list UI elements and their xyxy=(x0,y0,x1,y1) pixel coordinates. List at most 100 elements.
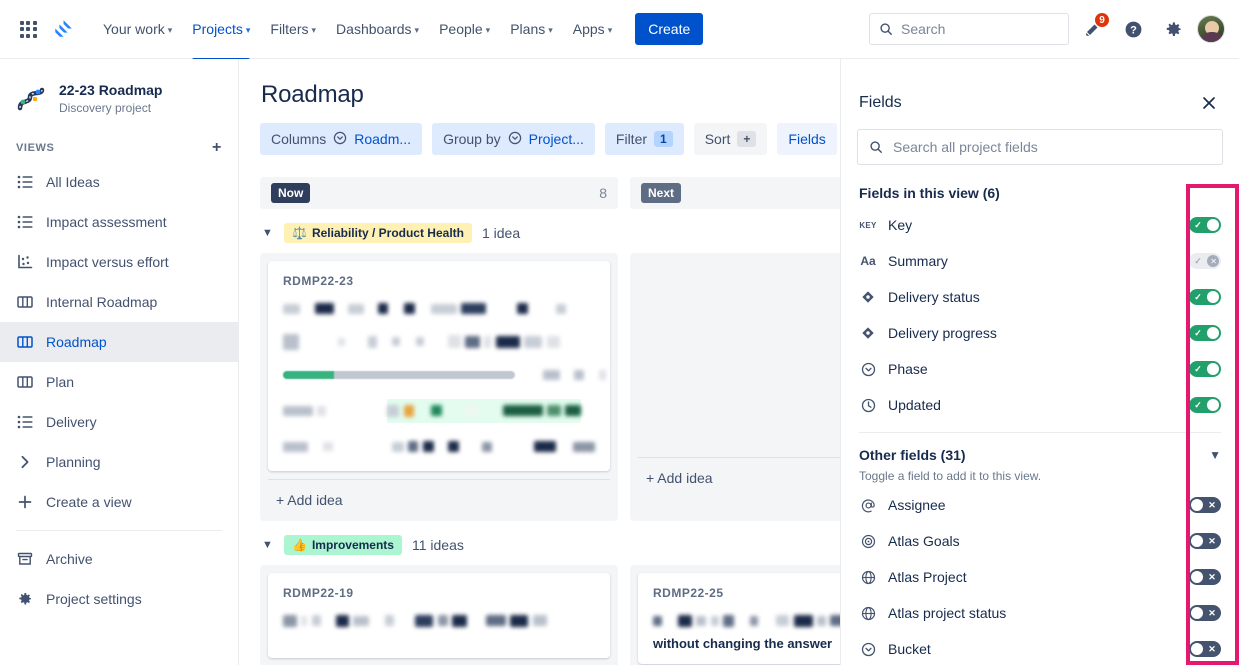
nav-item-projects[interactable]: Projects ▾ xyxy=(183,14,259,61)
fields-panel-title: Fields xyxy=(859,94,902,111)
field-row-atlas-goals[interactable]: Atlas Goals ✕ xyxy=(857,523,1223,559)
idea-card[interactable]: RDMP22-25 xyxy=(638,573,840,664)
column-header-now[interactable]: Now 8 xyxy=(260,177,618,209)
column-header-next[interactable]: Next xyxy=(630,177,840,209)
group-tag[interactable]: ⚖️ Reliability / Product Health xyxy=(284,223,472,243)
notifications-button[interactable]: 9 xyxy=(1077,12,1110,45)
field-toggle-bucket[interactable]: ✕ xyxy=(1189,641,1221,657)
clock-icon xyxy=(859,398,877,413)
add-idea-button[interactable]: + Add idea xyxy=(638,457,840,491)
field-row-bucket[interactable]: Bucket ✕ xyxy=(857,631,1223,665)
sidebar-item-internal-roadmap[interactable]: Internal Roadmap xyxy=(0,282,238,322)
sidebar-item-impact-versus-effort[interactable]: Impact versus effort xyxy=(0,242,238,282)
create-button[interactable]: Create xyxy=(635,13,704,45)
filter-button[interactable]: Filter 1 xyxy=(604,123,684,155)
nav-item-your-work[interactable]: Your work ▾ xyxy=(94,14,181,44)
settings-button[interactable] xyxy=(1157,13,1189,45)
sidebar-item-label: Roadmap xyxy=(46,334,107,351)
jira-logo[interactable] xyxy=(50,15,78,43)
sidebar-item-plan[interactable]: Plan xyxy=(0,362,238,402)
sidebar-item-impact-assessment[interactable]: Impact assessment xyxy=(0,202,238,242)
diamond-icon xyxy=(859,290,877,304)
app-switcher-button[interactable] xyxy=(14,15,42,43)
group-by-button[interactable]: Group by Project... xyxy=(432,123,595,155)
idea-card-summary-line2: without changing the answer xyxy=(653,636,833,651)
nav-item-label: Plans xyxy=(510,21,546,37)
gear-icon xyxy=(1166,21,1181,36)
nav-item-people[interactable]: People ▾ xyxy=(430,14,499,44)
search-icon xyxy=(880,23,892,35)
field-row-key[interactable]: KEY Key ✓ xyxy=(857,207,1223,243)
columns-label: Columns xyxy=(271,131,327,147)
field-toggle-phase[interactable]: ✓ xyxy=(1189,361,1221,377)
sidebar-item-label: Delivery xyxy=(46,414,97,431)
key-icon: KEY xyxy=(859,220,877,230)
idea-card[interactable]: RDMP22-19 xyxy=(268,573,610,658)
field-toggle-delivery-progress[interactable]: ✓ xyxy=(1189,325,1221,341)
columns-config-button[interactable]: Columns Roadm... xyxy=(260,123,423,155)
fields-search-input[interactable]: Search all project fields xyxy=(857,129,1223,165)
nav-item-label: Filters xyxy=(270,21,309,37)
idea-card[interactable]: RDMP22-23 xyxy=(268,261,610,471)
project-header[interactable]: 22-23 Roadmap Discovery project xyxy=(0,59,238,130)
fields-button[interactable]: Fields xyxy=(777,123,837,155)
field-toggle-delivery-status[interactable]: ✓ xyxy=(1189,289,1221,305)
sidebar-item-planning[interactable]: Planning xyxy=(0,442,238,482)
sidebar-item-roadmap[interactable]: Roadmap xyxy=(0,322,238,363)
field-row-delivery-progress[interactable]: Delivery progress ✓ xyxy=(857,315,1223,351)
field-toggle-key[interactable]: ✓ xyxy=(1189,217,1221,233)
field-label: Bucket xyxy=(888,641,931,657)
filter-count-badge: 1 xyxy=(654,131,673,147)
nav-item-plans[interactable]: Plans ▾ xyxy=(501,14,562,44)
field-row-atlas-project-status[interactable]: Atlas project status ✕ xyxy=(857,595,1223,631)
field-row-summary[interactable]: Aa Summary ✓ ✕ xyxy=(857,243,1223,279)
field-toggle-assignee[interactable]: ✕ xyxy=(1189,497,1221,513)
field-row-atlas-project[interactable]: Atlas Project ✕ xyxy=(857,559,1223,595)
idea-card-summary-redacted xyxy=(283,300,595,318)
board-icon xyxy=(16,373,34,391)
phase-highlight-band xyxy=(387,399,582,423)
add-view-button[interactable]: + xyxy=(212,139,222,157)
chevron-down-icon[interactable]: ▼ xyxy=(262,227,273,239)
group-row-reliability: ▼ ⚖️ Reliability / Product Health 1 idea xyxy=(239,209,840,253)
nav-item-filters[interactable]: Filters ▾ xyxy=(261,14,325,44)
chevron-down-icon[interactable]: ▼ xyxy=(262,539,273,551)
nav-item-apps[interactable]: Apps ▾ xyxy=(564,14,621,44)
avatar[interactable] xyxy=(1197,15,1225,43)
add-idea-button[interactable]: + Add idea xyxy=(268,479,610,513)
group-by-label: Group by xyxy=(443,131,501,147)
field-row-updated[interactable]: Updated ✓ xyxy=(857,387,1223,423)
text-icon: Aa xyxy=(860,254,876,268)
sidebar-item-project-settings[interactable]: Project settings xyxy=(0,579,238,619)
field-row-phase[interactable]: Phase ✓ xyxy=(857,351,1223,387)
field-label: Atlas Goals xyxy=(888,533,960,549)
field-toggle-atlas-goals[interactable]: ✕ xyxy=(1189,533,1221,549)
sidebar-item-create-a-view[interactable]: Create a view xyxy=(0,482,238,522)
group-tag[interactable]: 👍 Improvements xyxy=(284,535,402,555)
help-button[interactable]: ? xyxy=(1117,13,1149,45)
sidebar-item-archive[interactable]: Archive xyxy=(0,539,238,579)
svg-text:?: ? xyxy=(1130,24,1137,36)
chevron-down-icon[interactable]: ▼ xyxy=(1209,448,1221,462)
sort-add-badge: + xyxy=(737,131,757,147)
group-idea-count: 1 idea xyxy=(481,225,521,241)
top-navigation-bar: Your work ▾ Projects ▾ Filters ▾ Dashboa… xyxy=(0,0,1239,61)
nav-item-dashboards[interactable]: Dashboards ▾ xyxy=(327,14,428,44)
sort-button[interactable]: Sort + xyxy=(693,123,768,155)
sidebar-item-all-ideas[interactable]: All Ideas xyxy=(0,162,238,202)
field-toggle-atlas-project-status[interactable]: ✕ xyxy=(1189,605,1221,621)
field-toggle-atlas-project[interactable]: ✕ xyxy=(1189,569,1221,585)
chevron-down-icon: ▾ xyxy=(485,24,491,35)
field-row-delivery-status[interactable]: Delivery status ✓ xyxy=(857,279,1223,315)
sidebar-item-delivery[interactable]: Delivery xyxy=(0,402,238,442)
field-label: Atlas Project xyxy=(888,569,967,585)
nav-item-label: People xyxy=(439,21,483,37)
board-column-next: + Add idea xyxy=(630,253,840,521)
global-search-input[interactable]: Search xyxy=(869,13,1069,45)
field-toggle-updated[interactable]: ✓ xyxy=(1189,397,1221,413)
close-icon[interactable] xyxy=(1195,89,1223,117)
field-row-assignee[interactable]: Assignee ✕ xyxy=(857,487,1223,523)
fields-label: Fields xyxy=(788,131,826,147)
columns-value: Roadm... xyxy=(354,131,412,147)
